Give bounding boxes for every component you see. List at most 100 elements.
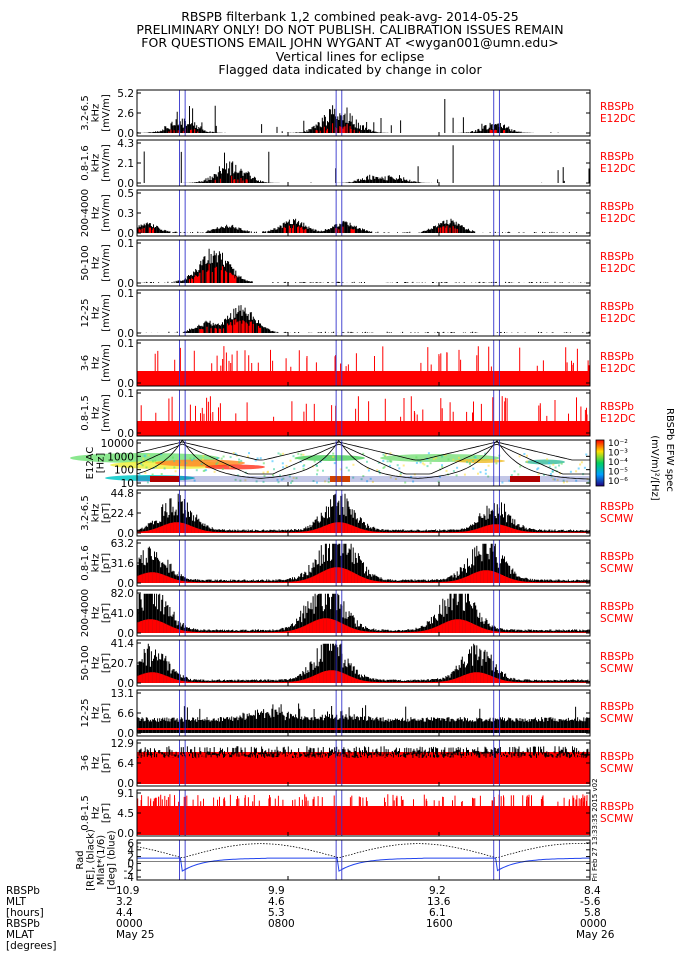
y-ticks-e12dc-0.8-1.5hz: 0.1 0.0 — [117, 388, 590, 440]
y-label-e12dc-50-100hz-0: 50-100 — [80, 245, 91, 280]
y-label-scmw-3.2-6.5khz-2: [pT] — [101, 503, 112, 523]
y-ticks-e12dc-12-25hz: 0.1 0.0 — [117, 288, 590, 340]
y-tick-label-scmw-0.8-1.5hz-0: 9.1 — [117, 788, 134, 800]
side-label-scmw-200-4000hz-1: SCMW — [600, 613, 634, 625]
y-ticks-e12dc-0.8-1.6khz: 4.3 2.1 0.0 — [117, 138, 590, 190]
y-tick-label-orbit-5: -4 — [124, 872, 135, 884]
panel-data-scmw-50-100hz — [136, 643, 590, 683]
side-label-e12dc-3-6hz-0: RBSPb — [600, 351, 634, 363]
side-label-scmw-12-25hz-0: RBSPb — [600, 701, 634, 713]
y-label-orbit-2: Mlat*(1/6) — [96, 835, 107, 885]
side-label-e12dc-50-100hz-0: RBSPb — [600, 251, 634, 263]
side-label-scmw-3-6hz-0: RBSPb — [600, 751, 634, 763]
colorbar: 10⁻²10⁻³10⁻⁴10⁻⁵10⁻⁶ (mV/m)²/[Hz] RBSPb EF… — [595, 408, 675, 501]
spectrogram-curve-upper — [136, 441, 590, 461]
y-ticks-scmw-12-25hz: 13.1 6.6 0.0 — [111, 688, 590, 740]
side-label-scmw-0.8-1.5hz-1: SCMW — [600, 813, 634, 825]
y-tick-label-scmw-200-4000hz-1: 41.0 — [111, 608, 134, 620]
colorbar-tick-3: 10⁻⁵ — [608, 468, 628, 478]
y-label-e12dc-50-100hz-2: [mV/m] — [101, 244, 112, 282]
side-label-scmw-3-6hz-1: SCMW — [600, 763, 634, 775]
side-label-scmw-0.8-1.6khz-0: RBSPb — [600, 551, 634, 563]
spectrogram-blob-5 — [295, 455, 365, 461]
y-label-e12dc-3.2-6.5khz-0: 3.2-6.5 — [80, 95, 91, 130]
side-label-e12dc-200-4000hz-1: E12DC — [600, 213, 635, 225]
side-label-scmw-12-25hz-1: SCMW — [600, 713, 634, 725]
col-end-rad: 8.4 — [584, 885, 601, 897]
side-label-e12dc-0.8-1.6khz-1: E12DC — [600, 163, 635, 175]
y-tick-label-scmw-50-100hz-2: 0.0 — [117, 678, 134, 690]
y-label-e12dc-3.2-6.5khz-1: kHz — [91, 104, 102, 123]
y-tick-label-e12dc-0.8-1.6khz-1: 2.1 — [117, 158, 134, 170]
y-tick-label-scmw-3.2-6.5khz-2: 0.0 — [117, 528, 134, 540]
col-0000-time: 0000 — [116, 918, 143, 930]
y-tick-label-e12dc-200-4000hz-0: 0.5 — [117, 188, 134, 200]
colorbar-label-2: RBSPb EFW spec — [664, 408, 675, 492]
side-label-e12dc-0.8-1.5hz-1: E12DC — [600, 413, 635, 425]
y-label-e12dc-200-4000hz-2: [mV/m] — [101, 194, 112, 232]
y-tick-label-e12dc-200-4000hz-2: 0.0 — [117, 228, 134, 240]
col-1600-rad: 9.2 — [429, 885, 446, 897]
title-line-2: PRELIMINARY ONLY! DO NOT PUBLISH. CALIBR… — [136, 22, 564, 37]
y-label-scmw-50-100hz-0: 50-100 — [80, 645, 91, 680]
y-tick-label-e12dc-3.2-6.5khz-2: 0.0 — [117, 128, 134, 140]
col-0000-mlt: 3.2 — [116, 896, 133, 908]
timestamp-stamp: Fri Feb 27 13:33:35 2015 v02 — [591, 778, 599, 881]
spectrogram-curve-lower — [136, 439, 591, 480]
y-label-e12dc-3-6hz-0: 3-6 — [80, 355, 91, 371]
y-label-scmw-0.8-1.6khz-1: kHz — [91, 554, 102, 573]
y-tick-label-e12dc-0.8-1.5hz-0: 0.1 — [117, 388, 134, 400]
trace-black-e12dc-3.2-6.5khz — [137, 99, 559, 133]
y-label-scmw-3-6hz-0: 3-6 — [80, 755, 91, 771]
y-tick-label-scmw-12-25hz-1: 6.6 — [117, 708, 134, 720]
band-fill-scmw-3-6hz — [137, 752, 590, 784]
y-label-e12ac-spectrogram-0: E12AC — [85, 447, 96, 480]
panel-data-orbit — [136, 843, 590, 872]
y-tick-label-orbit-4: -2 — [124, 865, 134, 877]
y-tick-label-e12dc-12-25hz-0: 0.1 — [117, 288, 134, 300]
col-end-mlat: 5.8 — [584, 907, 601, 919]
trace-black-e12dc-50-100hz — [136, 248, 586, 283]
label-mlat: MLAT — [6, 929, 34, 941]
y-label-scmw-0.8-1.5hz-2: [pT] — [101, 803, 112, 823]
y-label-e12dc-0.8-1.5hz-1: Hz — [91, 407, 102, 420]
y-label-scmw-12-25hz-2: [pT] — [101, 703, 112, 723]
col-0000-date: May 25 — [116, 929, 155, 941]
y-label-orbit-0: Rad — [75, 850, 86, 869]
y-label-scmw-0.8-1.6khz-2: [pT] — [101, 553, 112, 573]
spectrogram-blob-8 — [525, 459, 565, 465]
y-tick-label-e12ac-spectrogram-3: 10 — [121, 478, 134, 490]
y-label-orbit-3: [deg] (blue) — [107, 830, 118, 889]
col-0000-rad: 10.9 — [116, 885, 140, 897]
trace-black-scmw-50-100hz — [136, 643, 590, 683]
y-label-e12dc-12-25hz-0: 12-25 — [80, 298, 91, 327]
y-tick-label-scmw-12-25hz-2: 0.0 — [117, 728, 134, 740]
trace-flagged-scmw-0.8-1.5hz — [137, 794, 588, 806]
y-label-scmw-0.8-1.5hz-0: 0.8-1.5 — [80, 795, 91, 830]
side-label-scmw-50-100hz-0: RBSPb — [600, 651, 634, 663]
y-tick-label-scmw-200-4000hz-0: 82.0 — [111, 588, 134, 600]
label-hours: [hours] — [6, 907, 44, 919]
panel-data-scmw-12-25hz — [136, 703, 590, 733]
panel-data-e12dc-200-4000hz — [136, 218, 590, 233]
col-0800-rad: 9.9 — [268, 885, 285, 897]
side-label-e12dc-3.2-6.5khz-0: RBSPb — [600, 101, 634, 113]
y-tick-label-e12ac-spectrogram-0: 10000 — [101, 438, 134, 450]
y-label-scmw-0.8-1.5hz-1: Hz — [91, 807, 102, 820]
colorbar-tick-0: 10⁻² — [608, 439, 628, 449]
panel-frame-e12dc-0.8-1.5hz — [136, 389, 591, 437]
title-line-4: Vertical lines for eclipse — [275, 49, 425, 64]
y-tick-label-scmw-50-100hz-0: 41.4 — [111, 638, 135, 650]
y-tick-label-scmw-50-100hz-1: 20.7 — [111, 658, 134, 670]
y-label-e12dc-12-25hz-1: Hz — [91, 307, 102, 320]
y-label-e12dc-50-100hz-1: Hz — [91, 257, 102, 270]
y-ticks-scmw-0.8-1.5hz: 9.1 4.5 0.0 — [117, 788, 590, 840]
